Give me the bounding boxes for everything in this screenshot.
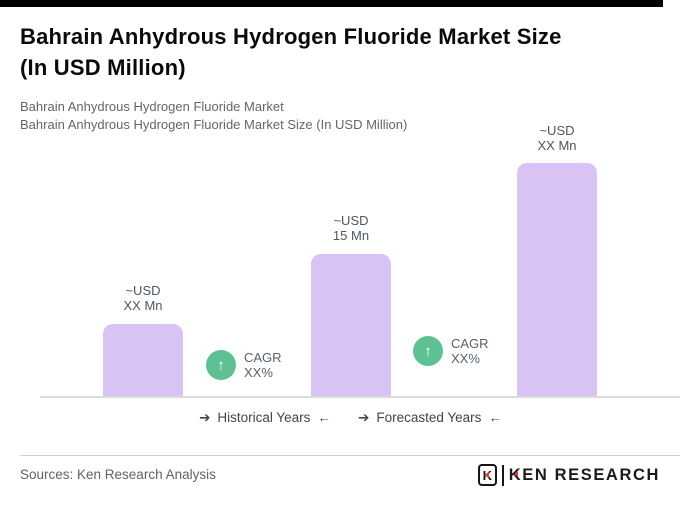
bar1-label-line2: XX Mn xyxy=(123,297,163,313)
ken-research-badge-icon: K xyxy=(477,464,497,486)
cagr2-line1: CAGR xyxy=(451,336,489,351)
cagr1-line2: XX% xyxy=(244,364,273,380)
right-arrow-icon: ➔ xyxy=(358,410,370,425)
historical-years-text: Historical Years xyxy=(217,410,311,425)
growth-badge-circle: ↑ xyxy=(206,350,236,380)
bar2-label-line1: ~USD xyxy=(333,213,369,228)
title-line-1: Bahrain Anhydrous Hydrogen Fluoride Mark… xyxy=(20,24,562,49)
forecasted-years-text: Forecasted Years xyxy=(376,410,482,425)
bar3-label-line1: ~USD xyxy=(539,123,575,138)
bar-value-label: ~USD 15 Mn xyxy=(291,213,411,243)
left-arrow-icon: ← xyxy=(488,410,502,425)
bar-value-label: ~USD XX Mn xyxy=(497,123,617,153)
bar3-label-line2: XX Mn xyxy=(537,137,577,153)
top-accent-bar xyxy=(0,0,663,7)
chart-subtitle: Bahrain Anhydrous Hydrogen Fluoride Mark… xyxy=(20,98,660,134)
title-line-2: (In USD Million) xyxy=(20,55,186,80)
subtitle-line-1: Bahrain Anhydrous Hydrogen Fluoride Mark… xyxy=(20,99,284,114)
up-arrow-icon: ↑ xyxy=(424,342,432,360)
bar-value-label: ~USD XX Mn xyxy=(83,283,203,313)
cagr-label: CAGR XX% xyxy=(244,350,282,380)
red-wedge-icon xyxy=(483,471,489,478)
historical-years-label: ➔ Historical Years ← xyxy=(150,410,380,426)
cagr-label: CAGR XX% xyxy=(451,336,489,366)
ken-research-logo: K KEN RESEARCH xyxy=(477,462,660,488)
forecasted-years-label: ➔ Forecasted Years ← xyxy=(330,410,530,426)
growth-badge-circle: ↑ xyxy=(413,336,443,366)
footer-divider xyxy=(20,455,680,456)
up-arrow-icon: ↑ xyxy=(217,356,225,374)
logo-separator xyxy=(501,464,504,486)
bar-forecast xyxy=(517,163,597,396)
right-arrow-icon: ➔ xyxy=(199,410,211,425)
bar-historical xyxy=(103,324,183,396)
red-wedge-icon xyxy=(513,471,518,477)
x-axis-baseline xyxy=(40,396,680,398)
logo-wordmark: KEN RESEARCH xyxy=(509,466,660,485)
logo-wordmark-text: KEN RESEARCH xyxy=(508,465,660,484)
bar-middle xyxy=(311,254,391,396)
cagr2-line2: XX% xyxy=(451,350,480,366)
bar1-label-line1: ~USD xyxy=(125,283,161,298)
cagr1-line1: CAGR xyxy=(244,350,282,365)
sources-text: Sources: Ken Research Analysis xyxy=(20,467,216,482)
subtitle-line-2: Bahrain Anhydrous Hydrogen Fluoride Mark… xyxy=(20,117,408,132)
page-title: Bahrain Anhydrous Hydrogen Fluoride Mark… xyxy=(20,21,685,83)
left-arrow-icon: ← xyxy=(317,410,331,425)
bar2-label-line2: 15 Mn xyxy=(332,227,370,243)
